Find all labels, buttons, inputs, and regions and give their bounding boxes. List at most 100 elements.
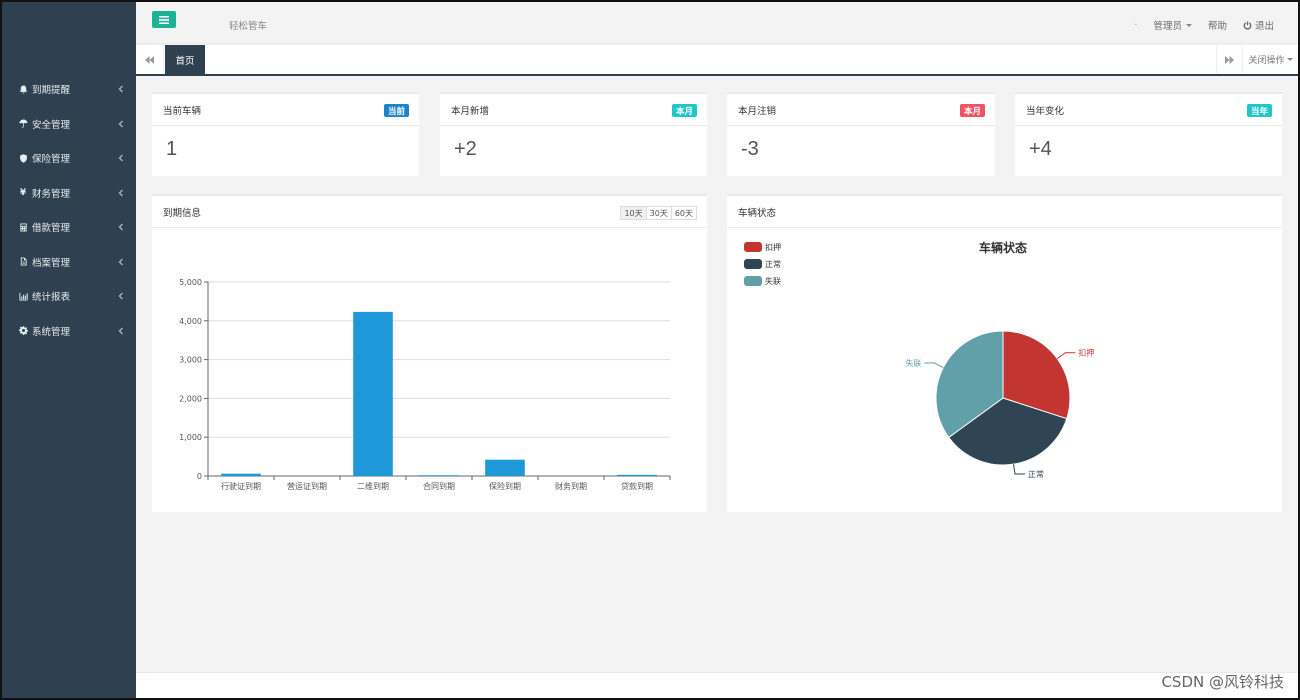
- stat-badge: 当年: [1246, 104, 1272, 117]
- expiry-info-panel: 到期信息 10天 30天 60天 0 1,000 2,000 3,000 4,000 5,…: [152, 194, 707, 512]
- x-tick-label: 二维到期: [357, 481, 389, 491]
- sidebar-item-label: 到期提醒: [32, 85, 71, 97]
- stat-badge: 当前: [383, 104, 409, 117]
- yen-icon: ¥: [19, 187, 27, 198]
- sidebar-item-archives[interactable]: 档案管理: [2, 245, 136, 280]
- vehicle-status-panel: 车辆状态 车辆状态 扣押 正常 失联 扣押 正常 失联: [727, 194, 1282, 512]
- double-chevron-right-icon: [1225, 55, 1234, 64]
- chevron-left-icon: [118, 120, 124, 128]
- shield-icon: [18, 153, 28, 163]
- x-tick-label: 行驶证到期: [221, 481, 261, 491]
- y-tick-label: 5,000: [179, 278, 202, 287]
- sidebar-item-label: 安全管理: [32, 119, 71, 131]
- sidebar-item-reports[interactable]: 统计报表: [2, 279, 136, 314]
- stat-card-monthly-cancelled: 本月注销 本月 -3: [727, 92, 995, 176]
- pie-title: 车辆状态: [979, 240, 1027, 255]
- y-tick-label: 3,000: [179, 356, 202, 365]
- sidebar-item-label: 保险管理: [32, 154, 71, 166]
- power-icon: [1243, 20, 1252, 30]
- stat-badge: 本月: [671, 104, 697, 117]
- bar-chart-icon: [18, 291, 28, 301]
- range-button-group: 10天 30天 60天: [620, 206, 697, 220]
- sidebar-logo-area: [2, 2, 136, 72]
- stat-value: -3: [741, 138, 759, 160]
- sidebar-item-expiry-reminder[interactable]: 到期提醒: [2, 72, 136, 107]
- help-link[interactable]: 帮助: [1207, 21, 1227, 32]
- x-tick-label: 贷款到期: [621, 481, 653, 491]
- chevron-left-icon: [118, 189, 124, 197]
- expiry-bar-chart: 0 1,000 2,000 3,000 4,000 5,000 行驶证到期 营运证到期 二维到期…: [179, 278, 671, 491]
- sidebar-item-label: 财务管理: [32, 188, 71, 200]
- watermark: CSDN @风铃科技: [1161, 673, 1284, 691]
- bar: [485, 459, 525, 476]
- tab-scroll-left-button[interactable]: [136, 45, 164, 74]
- range-10-days-button[interactable]: 10天: [620, 206, 647, 220]
- pie-label: 正常: [1028, 470, 1044, 479]
- x-tick-label: 保险到期: [489, 481, 521, 491]
- legend-swatch: [744, 242, 762, 252]
- stat-card-title: 本月新增: [440, 94, 707, 126]
- hamburger-icon: [159, 15, 169, 24]
- admin-label: 管理员: [1153, 21, 1182, 32]
- pie-label-line: [1056, 352, 1076, 360]
- sidebar: 到期提醒 安全管理 保险管理 ¥ 财务管理 借款管理 档案管理: [2, 2, 136, 698]
- footer-strip: [136, 672, 1298, 698]
- legend-swatch: [744, 276, 762, 286]
- bar: [353, 311, 393, 476]
- sidebar-item-finance[interactable]: ¥ 财务管理: [2, 176, 136, 211]
- caret-down-icon: [1286, 58, 1293, 61]
- expiry-panel-title: 到期信息: [152, 196, 707, 228]
- legend-label: 正常: [765, 260, 781, 269]
- caret-down-icon: [1185, 23, 1192, 27]
- logout-label: 退出: [1254, 21, 1274, 32]
- tab-scroll-right-button[interactable]: [1216, 45, 1242, 74]
- tab-home[interactable]: 首页: [165, 45, 205, 74]
- sidebar-item-label: 系统管理: [32, 326, 71, 338]
- x-tick-label: 营运证到期: [287, 481, 327, 491]
- stat-card-title: 本月注销: [727, 94, 995, 126]
- main-content: 当前车辆 当前 1 本月新增 本月 +2 本月注销 本月 -3 当年变化 当年 …: [136, 78, 1298, 672]
- sidebar-item-loans[interactable]: 借款管理: [2, 210, 136, 245]
- stat-card-current-vehicles: 当前车辆 当前 1: [152, 92, 419, 176]
- pie-label: 扣押: [1078, 348, 1094, 358]
- tab-bar: 首页 关闭操作: [136, 45, 1298, 76]
- y-tick-label: 4,000: [179, 317, 202, 326]
- chevron-left-icon: [118, 327, 124, 335]
- calculator-icon: [18, 222, 28, 232]
- y-tick-label: 1,000: [179, 433, 202, 442]
- chevron-left-icon: [118, 292, 124, 300]
- menu-toggle-button[interactable]: [152, 11, 176, 28]
- close-operations-dropdown[interactable]: 关闭操作: [1242, 45, 1298, 74]
- chevron-left-icon: [118, 223, 124, 231]
- range-60-days-button[interactable]: 60天: [670, 206, 697, 220]
- chevron-left-icon: [118, 258, 124, 266]
- stat-card-yearly-change: 当年变化 当年 +4: [1015, 92, 1282, 176]
- stat-card-monthly-new: 本月新增 本月 +2: [440, 92, 707, 176]
- header-dot: ·: [1134, 19, 1138, 31]
- chevron-left-icon: [118, 154, 124, 162]
- sidebar-item-safety[interactable]: 安全管理: [2, 107, 136, 142]
- legend-label: 扣押: [765, 242, 781, 252]
- range-30-days-button[interactable]: 30天: [645, 206, 672, 220]
- stat-value: 1: [166, 138, 178, 160]
- pie-label: 失联: [905, 358, 921, 368]
- double-chevron-left-icon: [145, 55, 154, 64]
- sidebar-item-system[interactable]: 系统管理: [2, 314, 136, 349]
- sidebar-item-label: 统计报表: [32, 292, 71, 304]
- chevron-left-icon: [118, 85, 124, 93]
- sidebar-item-insurance[interactable]: 保险管理: [2, 141, 136, 176]
- y-tick-label: 2,000: [179, 394, 202, 403]
- sidebar-item-label: 档案管理: [32, 257, 71, 269]
- stat-value: +4: [1029, 138, 1052, 160]
- logout-link[interactable]: 退出: [1243, 18, 1274, 32]
- close-operations-label: 关闭操作: [1248, 56, 1285, 66]
- sidebar-item-label: 借款管理: [32, 223, 71, 235]
- x-tick-label: 财务到期: [555, 481, 587, 491]
- umbrella-icon: [18, 119, 28, 129]
- admin-dropdown[interactable]: 管理员: [1153, 18, 1192, 32]
- legend-swatch: [744, 259, 762, 269]
- gear-icon: [18, 326, 28, 336]
- bell-icon: [18, 84, 28, 94]
- stat-card-title: 当前车辆: [152, 94, 419, 126]
- bar: [419, 475, 459, 476]
